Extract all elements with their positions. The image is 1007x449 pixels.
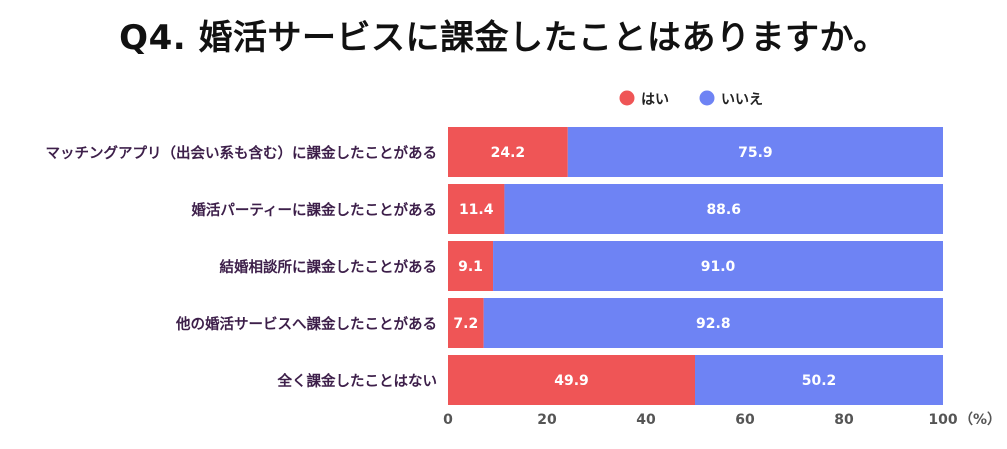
value-label-no: 50.2 (802, 373, 837, 389)
legend-label-no: いいえ (721, 92, 763, 108)
chart-title: Q4. 婚活サービスに課金したことはありますか。 (119, 18, 888, 58)
value-label-no: 91.0 (701, 259, 736, 275)
value-label-yes: 11.4 (459, 202, 494, 218)
x-tick-label: 0 (443, 412, 453, 428)
bar-segment-yes (448, 355, 696, 405)
value-label-no: 75.9 (738, 145, 773, 161)
value-label-yes: 49.9 (554, 373, 589, 389)
legend-label-yes: はい (641, 92, 669, 108)
legend-swatch-no (699, 90, 715, 106)
x-tick-label: 100 (928, 412, 957, 428)
bar-segment-no (695, 355, 943, 405)
x-tick-label: 60 (735, 412, 755, 428)
value-label-no: 92.8 (696, 316, 731, 332)
bar-segment-no (493, 241, 943, 291)
category-label: 全く課金したことはない (277, 372, 438, 390)
value-label-yes: 7.2 (453, 316, 478, 332)
bar-segment-yes (448, 184, 505, 234)
bar-segment-yes (448, 241, 494, 291)
bar-segment-yes (448, 127, 568, 177)
bar-segment-no (483, 298, 943, 348)
bar-segment-yes (448, 298, 484, 348)
bar-segment-no (567, 127, 943, 177)
x-tick-label: 40 (636, 412, 656, 428)
category-label: マッチングアプリ（出会い系も含む）に課金したことがある (46, 144, 438, 162)
x-tick-label: 80 (834, 412, 854, 428)
value-label-yes: 24.2 (491, 145, 526, 161)
x-tick-label: 20 (537, 412, 557, 428)
legend-swatch-yes (619, 90, 635, 106)
value-label-no: 88.6 (706, 202, 741, 218)
bar-segment-no (504, 184, 943, 234)
x-axis-unit: （%） (959, 412, 1001, 428)
category-label: 他の婚活サービスへ課金したことがある (175, 315, 437, 333)
category-label: 結婚相談所に課金したことがある (220, 258, 438, 276)
value-label-yes: 9.1 (458, 259, 483, 275)
category-label: 婚活パーティーに課金したことがある (191, 201, 437, 219)
